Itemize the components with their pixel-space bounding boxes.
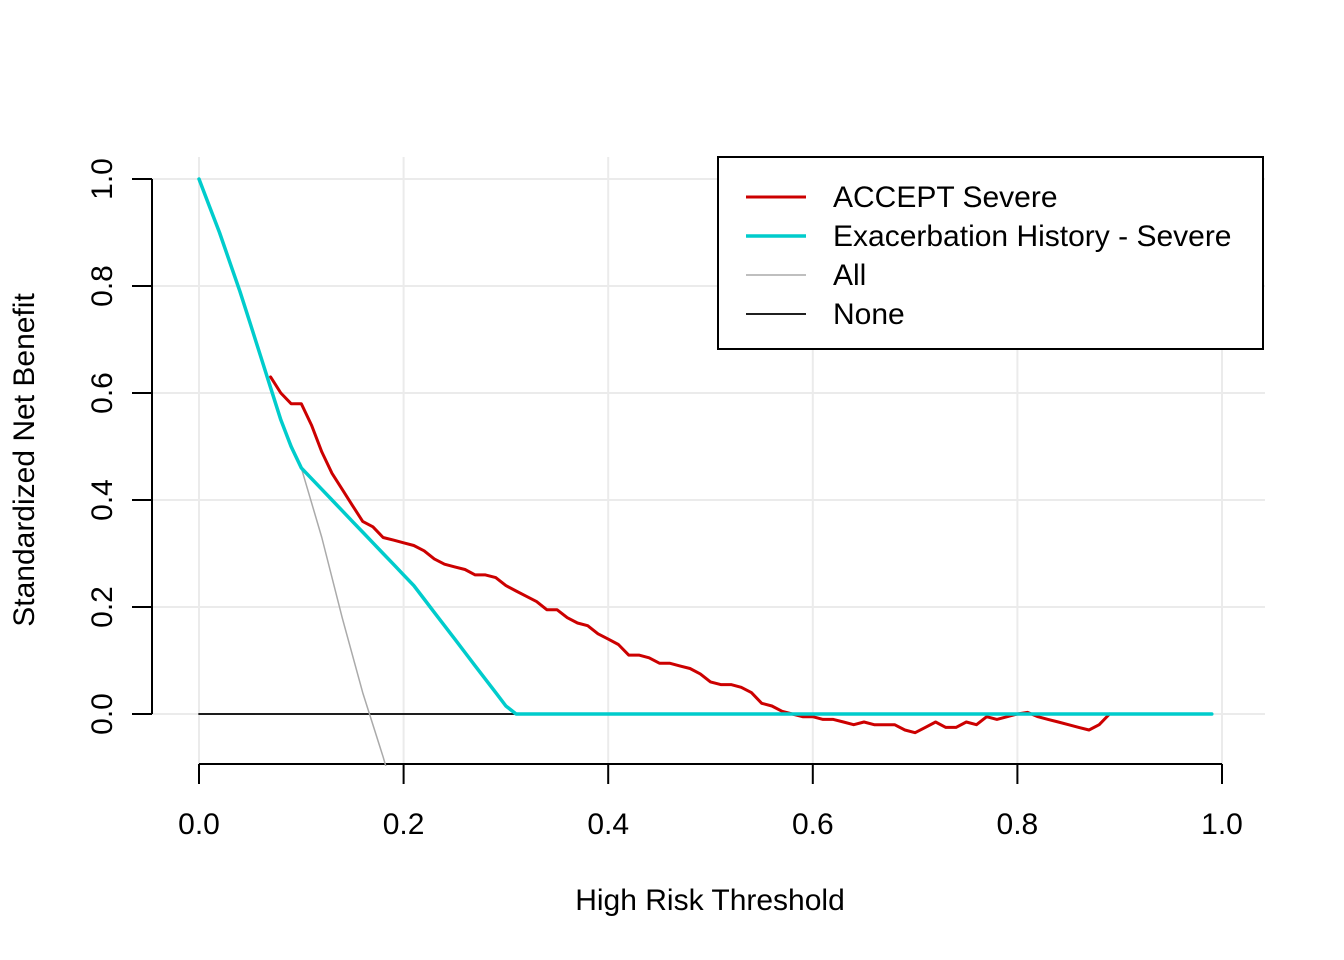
series-line-accept-severe <box>269 375 1111 735</box>
x-tick-label-2: 0.4 <box>587 808 629 841</box>
legend-label-accept-severe: ACCEPT Severe <box>833 181 1058 214</box>
x-tick-label-0: 0.0 <box>178 808 220 841</box>
y-tick-label-4: 0.8 <box>86 265 119 307</box>
y-axis-label: Standardized Net Benefit <box>8 293 41 627</box>
x-tick-label-5: 1.0 <box>1201 808 1243 841</box>
series-layer <box>197 177 1214 766</box>
x-tick-label-3: 0.6 <box>792 808 834 841</box>
legend-label-all: All <box>833 259 866 292</box>
legend-box <box>717 156 1264 350</box>
y-tick-label-0: 0.0 <box>86 693 119 735</box>
x-tick-label-1: 0.2 <box>383 808 425 841</box>
y-tick-label-5: 1.0 <box>86 158 119 200</box>
legend-label-exacerbation-history-severe: Exacerbation History - Severe <box>833 220 1232 253</box>
y-tick-label-2: 0.4 <box>86 479 119 521</box>
legend: ACCEPT Severe Exacerbation History - Seve… <box>717 156 1264 350</box>
series-line-exacerbation-history-severe <box>197 177 1214 716</box>
y-tick-label-3: 0.6 <box>86 372 119 414</box>
x-axis-label: High Risk Threshold <box>575 884 845 917</box>
y-tick-label-1: 0.2 <box>86 586 119 628</box>
legend-label-none: None <box>833 298 905 331</box>
x-tick-label-4: 0.8 <box>997 808 1039 841</box>
axes: 0.0 0.2 0.4 0.6 0.8 1.0 0.0 0.2 0.4 0.6 0.8 1.0 <box>86 158 1243 841</box>
